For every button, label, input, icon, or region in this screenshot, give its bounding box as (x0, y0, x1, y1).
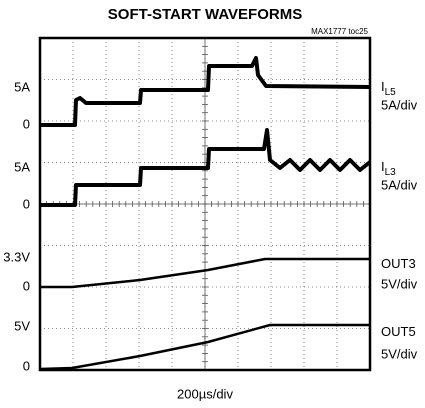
waveform-out3 (40, 257, 370, 289)
channel-subscript: L3 (385, 167, 397, 178)
level-label: 0 (23, 196, 30, 211)
waveform-out5 (39, 323, 370, 371)
level-label: 5A (14, 159, 30, 174)
channel-name: IL3 (381, 159, 396, 177)
channel-name: OUT3 (381, 256, 416, 271)
channel-name-text: I (381, 79, 385, 94)
channel-name-text: OUT3 (381, 256, 416, 271)
level-label: 5A (14, 79, 30, 94)
level-label: 0 (23, 358, 30, 373)
channel-name: OUT5 (381, 324, 416, 339)
waveform-il3 (40, 128, 372, 207)
grid (39, 37, 371, 371)
waveform-il5 (40, 56, 371, 127)
channel-scale: 5V/div (381, 276, 418, 291)
channel-subscript: L5 (385, 87, 397, 98)
level-label: 5V (14, 318, 30, 333)
note: MAX1777 toc25 (311, 27, 368, 36)
level-label: 0 (23, 116, 30, 131)
channel-scale: 5V/div (381, 346, 418, 361)
channel-scale: 5A/div (381, 97, 418, 112)
channel-name: IL5 (381, 79, 396, 97)
x-label: 200µs/div (177, 386, 233, 401)
level-label: 3.3V (3, 249, 30, 264)
title: SOFT-START WAVEFORMS (108, 6, 302, 23)
left-labels: 5A 0 5A 0 3.3V 0 5V 0 (3, 79, 30, 373)
channel-scale: 5A/div (381, 177, 418, 192)
channel-name-text: I (381, 159, 385, 174)
channel-name-text: OUT5 (381, 324, 416, 339)
level-label: 0 (23, 278, 30, 293)
